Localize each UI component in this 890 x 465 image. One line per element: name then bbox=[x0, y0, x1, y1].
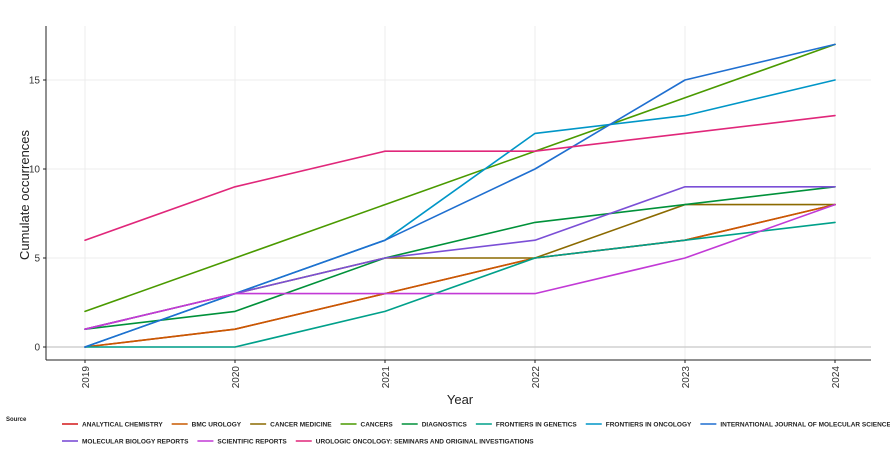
x-tick-label: 2024 bbox=[831, 366, 842, 389]
y-axis-title: Cumulate occurrences bbox=[17, 129, 32, 260]
series-line bbox=[84, 186, 836, 331]
x-tick-label: 2019 bbox=[81, 366, 92, 389]
x-tick-label: 2020 bbox=[231, 366, 242, 389]
legend-title: Source bbox=[6, 417, 27, 423]
legend-label: BMC UROLOGY bbox=[192, 421, 242, 428]
series-line bbox=[84, 43, 836, 313]
legend: Source ANALYTICAL CHEMISTRY BMC UROLOGY CA… bbox=[6, 417, 890, 445]
y-tick-label: 10 bbox=[29, 165, 41, 176]
series-line bbox=[84, 203, 836, 331]
legend-label: ANALYTICAL CHEMISTRY bbox=[82, 421, 163, 428]
series-line bbox=[84, 203, 836, 331]
x-tick-label: 2023 bbox=[681, 366, 692, 389]
x-axis-title: Year bbox=[447, 392, 474, 407]
x-tick-label: 2022 bbox=[531, 366, 542, 389]
y-tick-label: 5 bbox=[34, 254, 40, 265]
series-line bbox=[84, 203, 836, 348]
series-line bbox=[84, 221, 836, 348]
series-layer bbox=[84, 43, 836, 348]
legend-label: SCIENTIFIC REPORTS bbox=[217, 438, 287, 445]
legend-label: CANCER MEDICINE bbox=[270, 421, 332, 428]
legend-label: FRONTIERS IN GENETICS bbox=[496, 421, 578, 428]
series-line bbox=[84, 114, 836, 241]
legend-label: INTERNATIONAL JOURNAL OF MOLECULAR SCIEN… bbox=[720, 421, 890, 428]
y-tick-label: 15 bbox=[29, 76, 41, 87]
tick-labels: 0 5 10 15 2019 2020 2021 2022 2023 2024 bbox=[29, 76, 842, 389]
legend-label: DIAGNOSTICS bbox=[422, 421, 468, 428]
legend-label: MOLECULAR BIOLOGY REPORTS bbox=[82, 438, 189, 445]
legend-label: UROLOGIC ONCOLOGY: SEMINARS AND ORIGINAL… bbox=[316, 438, 535, 445]
x-tick-label: 2021 bbox=[381, 366, 392, 389]
series-line bbox=[84, 43, 836, 348]
legend-label: CANCERS bbox=[361, 421, 394, 428]
legend-label: FRONTIERS IN ONCOLOGY bbox=[606, 421, 692, 428]
axis-layer bbox=[43, 26, 871, 363]
y-tick-label: 0 bbox=[34, 343, 40, 354]
